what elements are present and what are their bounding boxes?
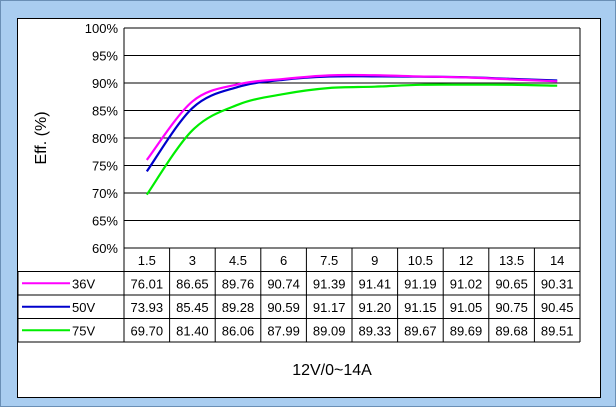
x-category-label-3: 3 [189, 253, 196, 268]
table-cell-75V-6: 87.99 [267, 323, 300, 338]
efficiency-chart: 60% 65% 70% 75% 80% 85% 90% 95% 100% Eff. (%) 1.5 3… [18, 21, 581, 379]
series-line-36V [145, 73, 558, 161]
y-tick-label-85: 85% [92, 104, 118, 119]
y-tick-label-60: 60% [92, 241, 118, 256]
table-cell-75V-4.5: 86.06 [222, 323, 255, 338]
table-cell-50V-13.5: 90.75 [495, 300, 528, 315]
series-line-75V [145, 83, 558, 196]
table-cell-36V-1.5: 76.01 [131, 276, 164, 291]
x-category-label-4.5: 4.5 [229, 253, 247, 268]
y-tick-label-100: 100% [85, 21, 119, 36]
y-tick-label-90: 90% [92, 76, 118, 91]
table-cell-50V-4.5: 89.28 [222, 300, 255, 315]
chart-panel: 60% 65% 70% 75% 80% 85% 90% 95% 100% Eff. (%) 1.5 3… [17, 18, 601, 398]
table-cell-75V-9: 89.33 [359, 323, 392, 338]
table-cell-36V-13.5: 90.65 [495, 276, 528, 291]
y-tick-label-65: 65% [92, 214, 118, 229]
x-axis-title: 12V/0~14A [292, 362, 372, 379]
table-cell-36V-6: 90.74 [267, 276, 300, 291]
table-cell-50V-12: 91.05 [450, 300, 483, 315]
table-cell-75V-12: 89.69 [450, 323, 483, 338]
table-cell-36V-14: 90.31 [541, 276, 574, 291]
table-cell-50V-3: 85.45 [176, 300, 209, 315]
x-category-label-9: 9 [371, 253, 378, 268]
series-line-50V [145, 75, 558, 173]
table-cell-50V-1.5: 73.93 [131, 300, 164, 315]
table-cell-36V-10.5: 91.19 [404, 276, 437, 291]
table-cell-50V-10.5: 91.15 [404, 300, 437, 315]
x-category-label-6: 6 [280, 253, 287, 268]
y-tick-label-70: 70% [92, 186, 118, 201]
table-cell-75V-1.5: 69.70 [131, 323, 164, 338]
table-cell-36V-12: 91.02 [450, 276, 483, 291]
table-cell-75V-14: 89.51 [541, 323, 574, 338]
x-category-label-7.5: 7.5 [320, 253, 338, 268]
table-cell-50V-9: 91.20 [359, 300, 392, 315]
legend-label-36V: 36V [72, 276, 95, 291]
y-tick-label-95: 95% [92, 49, 118, 64]
y-axis-label: Eff. (%) [33, 111, 50, 164]
table-cell-50V-7.5: 91.17 [313, 300, 346, 315]
legend-label-75V: 75V [72, 323, 95, 338]
x-category-label-10.5: 10.5 [408, 253, 433, 268]
x-category-label-1.5: 1.5 [138, 253, 156, 268]
legend-label-50V: 50V [72, 300, 95, 315]
y-tick-label-75: 75% [92, 159, 118, 174]
y-tick-label-80: 80% [92, 131, 118, 146]
table-cell-75V-10.5: 89.67 [404, 323, 437, 338]
x-category-label-14: 14 [550, 253, 564, 268]
x-category-label-13.5: 13.5 [499, 253, 524, 268]
table-cell-36V-3: 86.65 [176, 276, 209, 291]
x-category-label-12: 12 [459, 253, 473, 268]
table-cell-75V-13.5: 89.68 [495, 323, 528, 338]
table-cell-50V-14: 90.45 [541, 300, 574, 315]
table-cell-50V-6: 90.59 [267, 300, 300, 315]
table-cell-36V-4.5: 89.76 [222, 276, 255, 291]
table-cell-36V-9: 91.41 [359, 276, 392, 291]
table-cell-75V-7.5: 89.09 [313, 323, 346, 338]
table-cell-75V-3: 81.40 [176, 323, 209, 338]
table-cell-36V-7.5: 91.39 [313, 276, 346, 291]
